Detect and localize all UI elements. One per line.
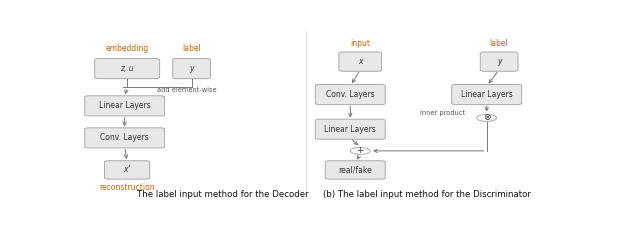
Text: Linear Layers: Linear Layers [99,101,150,110]
FancyBboxPatch shape [325,161,385,179]
Text: inner product: inner product [420,110,465,116]
Text: +: + [356,146,364,155]
FancyBboxPatch shape [480,52,518,71]
Text: Conv. Layers: Conv. Layers [326,90,374,99]
FancyBboxPatch shape [316,85,385,105]
Text: add element-wise: add element-wise [157,87,216,93]
FancyBboxPatch shape [95,58,159,79]
Text: y: y [189,64,194,73]
FancyBboxPatch shape [173,58,211,79]
Text: x: x [358,57,362,66]
Text: reconstruction: reconstruction [99,183,155,192]
Text: z, u: z, u [120,64,134,73]
FancyBboxPatch shape [84,128,164,148]
Text: Conv. Layers: Conv. Layers [100,133,149,142]
Text: embedding: embedding [106,44,148,53]
Circle shape [350,147,370,154]
FancyBboxPatch shape [339,52,381,71]
Circle shape [477,115,497,122]
FancyBboxPatch shape [316,119,385,139]
Text: input: input [350,39,370,48]
Text: label: label [490,39,509,48]
Text: label: label [182,44,201,53]
Text: ⊗: ⊗ [483,113,490,122]
Text: real/fake: real/fake [339,165,372,174]
Text: Linear Layers: Linear Layers [324,125,376,134]
FancyBboxPatch shape [452,85,522,105]
Text: (b) The label input method for the Discriminator: (b) The label input method for the Discr… [323,189,531,198]
Text: The label input method for the Decoder: The label input method for the Decoder [137,189,308,198]
FancyBboxPatch shape [104,161,150,179]
Text: x’: x’ [124,165,131,174]
Text: Linear Layers: Linear Layers [461,90,513,99]
FancyBboxPatch shape [84,96,164,116]
Text: y: y [497,57,501,66]
